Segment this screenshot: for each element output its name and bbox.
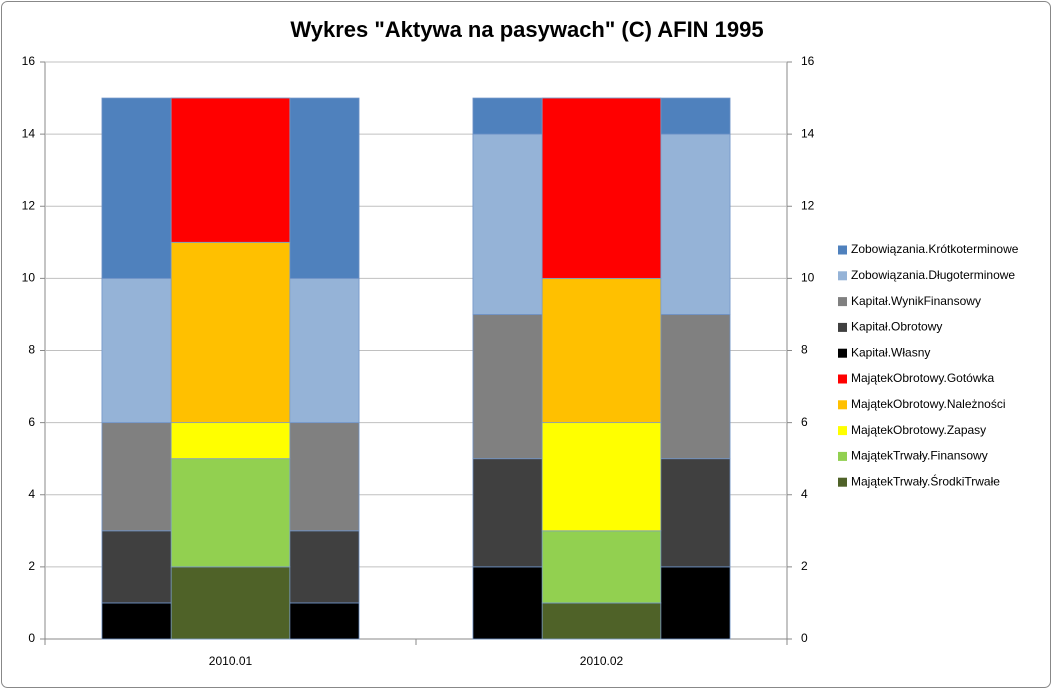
- legend-label: MajątekTrwały.ŚrodkiTrwałe: [851, 473, 1000, 488]
- bar-segment: [541, 97, 662, 279]
- legend-marker: [838, 271, 847, 281]
- y2-tick-label: 4: [801, 487, 808, 501]
- legend-marker: [838, 426, 847, 436]
- legend-marker: [838, 245, 847, 255]
- bar-segment: [170, 566, 291, 640]
- bar-segment: [541, 422, 662, 532]
- legend-label: Kapitał.Obrotowy: [851, 320, 942, 334]
- bar-segment: [170, 458, 291, 568]
- legend-label: Kapitał.Własny: [851, 345, 930, 359]
- y-tick-label: 14: [22, 126, 36, 140]
- legend-label: MajątekTrwały.Finansowy: [851, 449, 988, 463]
- legend-label: Zobowiązania.Krótkoterminowe: [851, 242, 1019, 256]
- y2-tick-label: 12: [801, 198, 815, 212]
- legend-marker: [838, 348, 847, 358]
- y-tick-label: 2: [28, 559, 35, 573]
- y2-tick-label: 14: [801, 126, 815, 140]
- y2-tick-label: 2: [801, 559, 808, 573]
- legend-marker: [838, 400, 847, 410]
- bar-segment: [541, 602, 662, 640]
- y-tick-label: 4: [28, 487, 35, 501]
- y2-tick-label: 0: [801, 631, 808, 645]
- legend-marker: [838, 477, 847, 487]
- y2-tick-label: 8: [801, 343, 808, 357]
- chart-title: Wykres "Aktywa na pasywach" (C) AFIN 199…: [290, 17, 763, 42]
- legend-label: MajątekObrotowy.Zapasy: [851, 423, 986, 437]
- legend-marker: [838, 297, 847, 307]
- bar-segment: [170, 422, 291, 460]
- legend-label: Kapitał.WynikFinansowy: [851, 294, 981, 308]
- y-tick-label: 10: [22, 271, 36, 285]
- y-tick-label: 6: [28, 415, 35, 429]
- y-tick-label: 12: [22, 198, 36, 212]
- bar-segment: [170, 97, 291, 243]
- legend-label: MajątekObrotowy.Należności: [851, 397, 1006, 411]
- y-tick-label: 8: [28, 343, 35, 357]
- y-tick-label: 16: [22, 54, 36, 68]
- x-tick-label: 2010.01: [209, 654, 253, 668]
- x-tick-label: 2010.02: [580, 654, 624, 668]
- y2-tick-label: 10: [801, 271, 815, 285]
- y2-tick-label: 16: [801, 54, 815, 68]
- legend-marker: [838, 374, 847, 384]
- legend-marker: [838, 322, 847, 332]
- bar-segment: [541, 277, 662, 424]
- legend-label: Zobowiązania.Długoterminowe: [851, 268, 1015, 282]
- bar-segment: [541, 530, 662, 604]
- bar-segment: [170, 241, 291, 424]
- y2-tick-label: 6: [801, 415, 808, 429]
- y-tick-label: 0: [28, 631, 35, 645]
- legend-marker: [838, 451, 847, 461]
- legend-label: MajątekObrotowy.Gotówka: [851, 371, 994, 385]
